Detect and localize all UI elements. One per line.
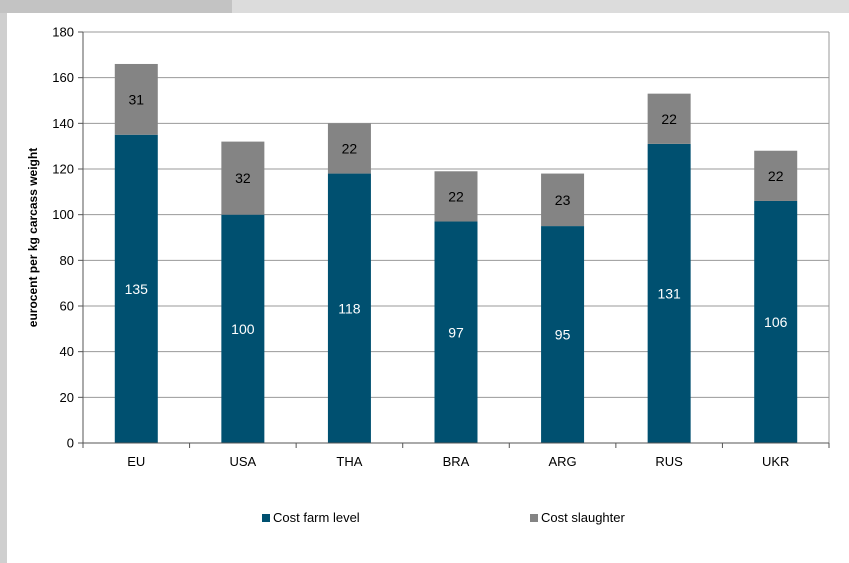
data-label: 22 bbox=[768, 168, 784, 184]
bar-segment bbox=[647, 143, 691, 443]
data-label: 135 bbox=[125, 281, 149, 297]
data-label: 100 bbox=[231, 321, 255, 337]
legend-swatch bbox=[530, 514, 538, 522]
x-tick-label: BRA bbox=[443, 454, 470, 469]
y-tick-label: 80 bbox=[60, 253, 74, 268]
x-tick-label: UKR bbox=[762, 454, 789, 469]
data-label: 22 bbox=[448, 188, 464, 204]
data-label: 106 bbox=[764, 314, 788, 330]
y-tick-label: 160 bbox=[52, 70, 74, 85]
x-tick-label: USA bbox=[229, 454, 256, 469]
x-tick-label: EU bbox=[127, 454, 145, 469]
data-label: 32 bbox=[235, 170, 251, 186]
y-tick-label: 100 bbox=[52, 207, 74, 222]
bar-segment bbox=[114, 63, 158, 135]
bar-segment bbox=[647, 93, 691, 144]
x-tick-label: ARG bbox=[548, 454, 576, 469]
y-axis-label: eurocent per kg carcass weight bbox=[26, 148, 40, 327]
legend-label: Cost farm level bbox=[273, 510, 360, 525]
data-label: 118 bbox=[338, 300, 361, 316]
data-label: 31 bbox=[128, 91, 144, 107]
bar-segment bbox=[434, 221, 478, 443]
x-tick-labels: EU USA THA BRA ARG RUS UKR bbox=[82, 443, 830, 469]
bar-segment bbox=[541, 173, 585, 227]
y-tick-label: 20 bbox=[60, 390, 74, 405]
bar-segment bbox=[327, 173, 371, 444]
bar-segment bbox=[221, 214, 265, 443]
bar-segment bbox=[754, 200, 798, 443]
data-label: 95 bbox=[555, 327, 571, 343]
y-tick-label: 0 bbox=[67, 436, 74, 451]
bar-segment bbox=[754, 150, 798, 201]
axes bbox=[82, 32, 829, 444]
data-label: 22 bbox=[342, 140, 358, 156]
bar-segment bbox=[221, 141, 265, 215]
frame-left-border bbox=[0, 13, 7, 563]
legend-swatch bbox=[262, 514, 270, 522]
data-label: 97 bbox=[448, 324, 464, 340]
header-tab-right bbox=[232, 0, 849, 13]
bar-segment bbox=[114, 134, 158, 443]
bar-segment bbox=[541, 226, 585, 443]
legend-label: Cost slaughter bbox=[541, 510, 625, 525]
bar-segment bbox=[434, 171, 478, 222]
y-tick-label: 60 bbox=[60, 299, 74, 314]
legend: Cost farm level Cost slaughter bbox=[262, 510, 625, 525]
y-tick-labels: 0 20 40 60 80 100 120 140 160 180 bbox=[52, 25, 83, 451]
x-tick-label: THA bbox=[336, 454, 362, 469]
data-label: 22 bbox=[661, 111, 677, 127]
y-tick-label: 140 bbox=[52, 116, 74, 131]
y-tick-label: 180 bbox=[52, 25, 74, 40]
bar-segment bbox=[327, 123, 371, 174]
y-tick-label: 120 bbox=[52, 162, 74, 177]
data-label: 23 bbox=[555, 192, 571, 208]
data-label: 131 bbox=[657, 285, 681, 301]
header-tab-left bbox=[0, 0, 232, 13]
bars: 135 31 100 32 118 22 97 22 95 23 131 22 106 22 bbox=[114, 63, 798, 444]
y-tick-label: 40 bbox=[60, 344, 74, 359]
x-tick-label: RUS bbox=[655, 454, 683, 469]
